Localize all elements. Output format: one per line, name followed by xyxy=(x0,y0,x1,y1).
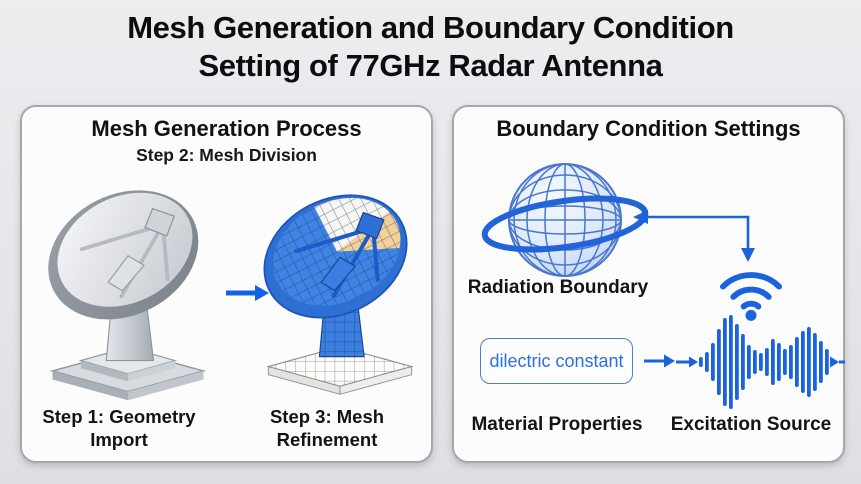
mesh-step-arrow-icon xyxy=(226,285,269,301)
step3-label: Step 3: Mesh Refinement xyxy=(269,406,385,450)
page-title-line-1: Mesh Generation and Boundary Condition xyxy=(127,10,734,45)
page-title-line-2: Setting of 77GHz Radar Antenna xyxy=(198,48,663,84)
page-title: Mesh Generation and Boundary Condition S… xyxy=(0,9,861,85)
radiation-boundary-label: Radiation Boundary xyxy=(467,277,649,298)
step2-label: Step 2: Mesh Division xyxy=(136,145,317,165)
meshed-satellite-dish-image xyxy=(263,194,414,395)
globe-to-wifi-arrow-icon xyxy=(633,210,755,262)
excitation-source-label: Excitation Source xyxy=(670,414,832,435)
dielectric-constant-box: dilectric constant xyxy=(480,338,633,384)
mesh-panel-title: Mesh Generation Process xyxy=(91,116,362,141)
dielectric-constant-text: dilectric constant xyxy=(489,350,624,371)
wifi-icon xyxy=(720,272,782,321)
mesh-generation-panel: Mesh Generation Process Step 2: Mesh Div… xyxy=(20,105,433,463)
step1-label: Step 1: Geometry Import xyxy=(42,406,196,450)
material-properties-label: Material Properties xyxy=(471,414,643,435)
boundary-panel-title: Boundary Condition Settings xyxy=(496,116,801,141)
boundary-condition-panel: Boundary Condition Settings xyxy=(452,105,845,463)
waveform-icon xyxy=(676,315,845,409)
gray-satellite-dish-image xyxy=(48,190,207,401)
material-to-source-arrow-icon xyxy=(644,354,675,368)
